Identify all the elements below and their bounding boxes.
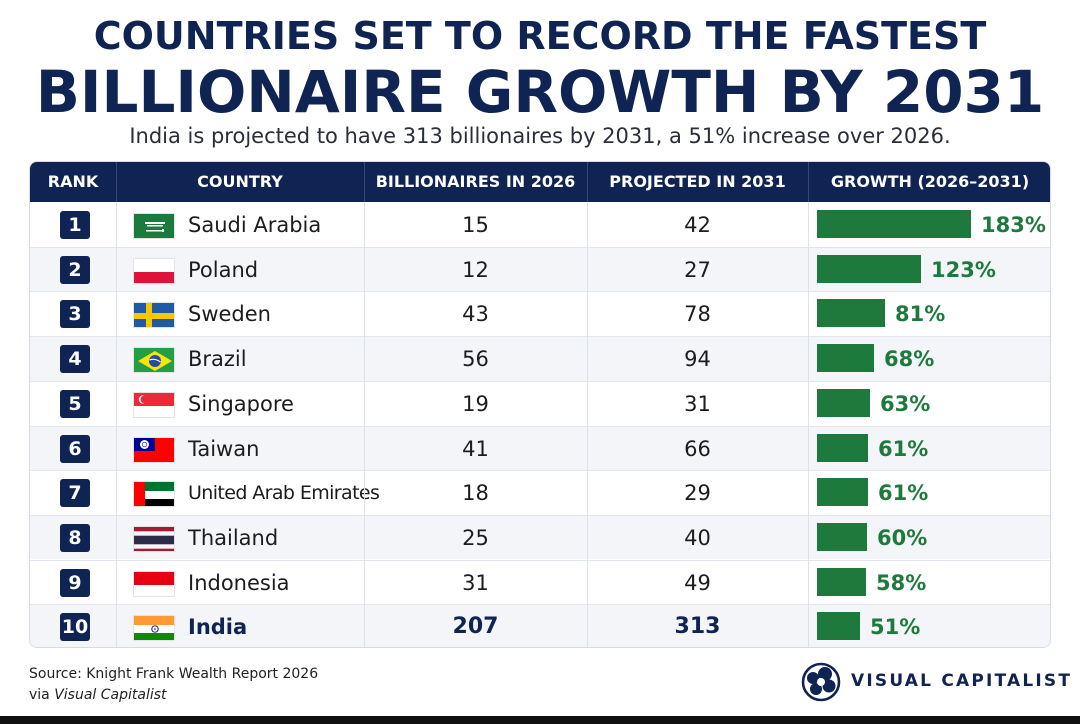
billionaires-2026: 31 [462, 570, 489, 595]
table-row: 8 Thailand 25 40 60% [30, 514, 1050, 560]
growth-bar [817, 567, 866, 596]
billionaires-2026: 12 [462, 257, 489, 282]
growth-bar [817, 433, 868, 462]
via-line: via Visual Capitalist [29, 685, 318, 706]
header-billionaires-2026: BILLIONAIRES IN 2026 [375, 172, 576, 191]
billionaires-2026: 18 [462, 481, 489, 506]
title-line-1: COUNTRIES SET TO RECORD THE FASTEST [93, 14, 987, 58]
growth-bar [817, 254, 921, 283]
country-name: Saudi Arabia [188, 213, 322, 237]
header-growth: GROWTH (2026–2031) [830, 172, 1030, 191]
table-row: 9 Indonesia 31 49 58% [30, 560, 1050, 605]
growth-label: 58% [876, 570, 927, 595]
country-name: United Arab Emirates [188, 482, 380, 505]
flag-poland-icon [133, 257, 175, 284]
flag-uae-icon [133, 481, 175, 508]
title-line-2: BILLIONAIRE GROWTH BY 2031 [35, 58, 1045, 126]
country-name: Brazil [188, 347, 247, 372]
flag-saudi-arabia-icon [133, 213, 175, 239]
growth-bar [817, 344, 874, 373]
flag-india-icon [133, 615, 175, 642]
table-row: 6 Taiwan 41 66 61% [30, 425, 1050, 470]
country-name: India [188, 615, 248, 640]
billionaires-2026: 25 [462, 525, 489, 550]
flag-thailand-icon [133, 525, 175, 552]
billionaires-2026: 41 [462, 436, 489, 461]
rank-badge: 8 [60, 523, 90, 552]
source-note: Source: Knight Frank Wealth Report 2026 … [29, 664, 318, 706]
growth-bar [817, 612, 860, 641]
growth-label: 60% [877, 525, 928, 550]
header-country: COUNTRY [197, 172, 283, 191]
via-prefix: via [29, 687, 55, 703]
table-row: 2 Poland 12 27 123% [30, 246, 1050, 292]
growth-bar [817, 210, 971, 238]
growth-label: 51% [870, 615, 921, 640]
projected-2031: 78 [684, 302, 711, 327]
flag-indonesia-icon [133, 570, 175, 597]
billionaires-2026: 207 [452, 614, 499, 640]
growth-label: 61% [878, 481, 929, 506]
country-name: Poland [188, 257, 259, 282]
table-row: 7 United Arab Emirates 18 29 61% [30, 470, 1050, 515]
billionaires-2026: 15 [462, 213, 489, 237]
growth-label: 63% [880, 391, 931, 416]
table-row: 3 Sweden 43 78 81% [30, 291, 1050, 336]
growth-table: RANK COUNTRY BILLIONAIRES IN 2026 PROJEC… [29, 161, 1051, 648]
table-row: 5 Singapore 19 31 63% [30, 381, 1050, 426]
growth-label: 123% [931, 257, 996, 282]
billionaires-2026: 56 [462, 347, 489, 372]
growth-label: 68% [884, 347, 935, 372]
bottom-edge [0, 716, 1080, 724]
projected-2031: 94 [684, 347, 711, 372]
visual-capitalist-logo-icon [801, 662, 841, 702]
growth-bar [817, 388, 870, 417]
rank-badge: 3 [60, 300, 90, 329]
header-projected-2031: PROJECTED IN 2031 [609, 172, 786, 191]
country-name: Indonesia [188, 570, 290, 595]
growth-bar [817, 478, 868, 507]
growth-label: 183% [981, 213, 1046, 237]
country-name: Thailand [188, 525, 279, 550]
flag-singapore-icon [133, 391, 175, 418]
billionaires-2026: 43 [462, 302, 489, 327]
source-line: Source: Knight Frank Wealth Report 2026 [29, 666, 319, 682]
growth-bar [817, 522, 867, 551]
growth-bar [817, 299, 885, 328]
projected-2031: 27 [684, 257, 711, 282]
growth-label: 81% [895, 302, 946, 327]
flag-brazil-icon [133, 347, 175, 374]
rank-badge: 5 [60, 389, 90, 418]
projected-2031: 40 [684, 525, 711, 550]
projected-2031: 29 [684, 481, 711, 506]
logo-text: VISUAL CAPITALIST [851, 671, 1073, 691]
rank-badge: 6 [60, 434, 90, 463]
projected-2031: 31 [684, 391, 711, 416]
rank-badge: 10 [60, 613, 90, 642]
country-name: Sweden [188, 302, 271, 327]
flag-taiwan-icon [133, 436, 175, 463]
table-header: RANK COUNTRY BILLIONAIRES IN 2026 PROJEC… [30, 162, 1050, 202]
projected-2031: 49 [684, 570, 711, 595]
rank-badge: 7 [60, 479, 90, 508]
header-rank: RANK [47, 172, 99, 191]
country-name: Taiwan [188, 436, 260, 461]
country-name: Singapore [188, 391, 294, 416]
flag-sweden-icon [133, 302, 175, 329]
projected-2031: 66 [684, 436, 711, 461]
table-row: 1 Saudi Arabia 15 42 183% [30, 202, 1050, 247]
projected-2031: 313 [674, 614, 721, 640]
subtitle: India is projected to have 313 billionai… [129, 124, 951, 148]
rank-badge: 2 [60, 255, 90, 284]
billionaires-2026: 19 [462, 391, 489, 416]
table-row: 4 Brazil 56 94 68% [30, 336, 1050, 381]
rank-badge: 4 [60, 345, 90, 374]
via-name: Visual Capitalist [54, 687, 167, 703]
growth-label: 61% [878, 436, 929, 461]
rank-badge: 9 [60, 568, 90, 597]
rank-badge: 1 [60, 211, 90, 239]
projected-2031: 42 [684, 213, 711, 237]
table-row: 10 India 207 313 51% [30, 604, 1050, 647]
